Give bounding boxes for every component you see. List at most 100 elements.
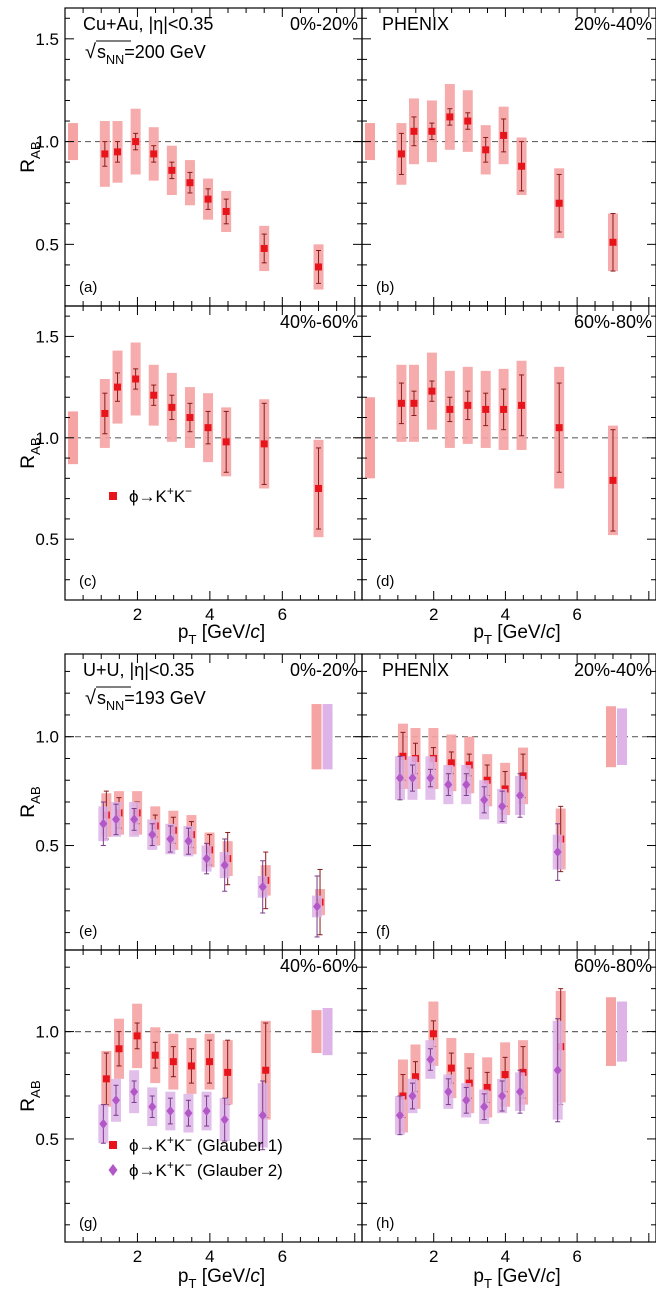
data-point-square (186, 414, 194, 422)
panel-label: (h) (376, 1215, 394, 1232)
collision-energy-label: sNN=193 GeV (97, 688, 206, 713)
centrality-label: 60%-80% (574, 956, 652, 976)
data-point-diamond (498, 1091, 507, 1101)
data-point-square (260, 244, 268, 252)
x-tick-label: 2 (429, 1247, 438, 1266)
data-point-square (501, 1071, 509, 1079)
data-point-square (168, 403, 176, 411)
data-point-square (609, 476, 617, 484)
data-point-square (224, 1068, 232, 1076)
data-point-diamond (258, 881, 267, 892)
panel-label: (b) (376, 279, 394, 296)
data-point-square (397, 150, 405, 158)
data-point-square (101, 409, 109, 417)
data-point-square (500, 405, 508, 413)
x-tick-label: 6 (278, 1247, 287, 1266)
data-point-square (132, 138, 140, 146)
data-point-square (151, 1051, 159, 1059)
data-point-diamond (130, 814, 139, 825)
panel-label: (a) (79, 279, 97, 296)
y-tick-label: 0.5 (35, 235, 59, 254)
y-tick-label: 1.0 (35, 728, 59, 747)
data-point-diamond (220, 1114, 229, 1125)
data-point-diamond (516, 1086, 525, 1097)
collision-energy-label: sNN=200 GeV (97, 42, 206, 67)
panel-label: (c) (79, 573, 97, 590)
data-point-diamond (444, 779, 453, 790)
data-point-square (132, 375, 140, 383)
data-point-square (410, 399, 418, 407)
data-point-diamond (516, 790, 525, 801)
panel-g: 0.5 1.0 RAB 2 4 6 pT [GeV/c] 40%-60% (g) ϕ→K+K− (… (18, 949, 363, 1291)
x-axis-label: pT [GeV/c] (178, 1266, 265, 1291)
data-point-square (482, 405, 490, 413)
data-point-diamond (426, 1054, 435, 1065)
centrality-label: 0%-20% (290, 660, 358, 680)
data-point-square (262, 1066, 270, 1074)
data-point-diamond (202, 1106, 211, 1117)
data-point-square (397, 399, 405, 407)
x-tick-label: 4 (501, 1247, 510, 1266)
data-point-square (518, 401, 526, 409)
y-tick-label: 1.0 (35, 133, 59, 152)
x-tick-label: 4 (205, 605, 214, 624)
data-point-diamond (553, 1065, 562, 1076)
data-point-diamond (444, 1086, 453, 1097)
data-point-square (447, 759, 455, 767)
legend-label: ϕ→K+K− (129, 484, 192, 506)
centrality-label: 60%-80% (574, 312, 652, 332)
data-point-square (500, 131, 508, 139)
data-point-square (555, 199, 563, 207)
data-point-square (429, 1030, 437, 1038)
data-point-diamond (408, 773, 417, 784)
data-point-diamond (99, 818, 108, 829)
panel-frame (361, 305, 656, 601)
centrality-label: 20%-40% (574, 14, 652, 34)
y-tick-label: 1.5 (35, 327, 59, 346)
data-point-square (169, 1058, 177, 1066)
data-point-square (518, 162, 526, 170)
panel-label: (f) (376, 923, 390, 940)
data-point-square (399, 752, 407, 760)
global-uncertainty-box (616, 1001, 627, 1062)
panel-a: 0.5 1.0 1.5 RAB 0%-20% (a) Cu+Au, |η|<0.35 √ sNN… (18, 7, 363, 307)
global-uncertainty-box (311, 704, 322, 770)
data-point-square (483, 1083, 491, 1091)
y-tick-label: 0.5 (35, 530, 59, 549)
data-point-square (609, 238, 617, 246)
data-point-square (555, 424, 563, 432)
data-point-square (115, 1045, 123, 1053)
sqrt-symbol: √ (85, 41, 96, 63)
data-point-diamond (395, 773, 404, 784)
data-point-diamond (148, 1101, 157, 1112)
data-point-diamond (112, 1095, 121, 1106)
x-tick-label: 6 (278, 605, 287, 624)
data-point-diamond (462, 1095, 471, 1106)
collision-system-label: Cu+Au, |η|<0.35 (83, 14, 213, 34)
data-point-square (204, 424, 212, 432)
data-point-diamond (258, 1110, 267, 1121)
y-tick-label: 1.5 (35, 30, 59, 49)
x-tick-label: 6 (572, 1247, 581, 1266)
data-point-square (482, 146, 490, 154)
data-point-diamond (99, 1118, 108, 1129)
data-point-diamond (166, 834, 175, 844)
data-point-square (222, 438, 230, 446)
legend-marker-diamond (108, 1164, 118, 1176)
data-point-square (150, 150, 158, 158)
sqrt-symbol: √ (85, 687, 96, 709)
panel-e: 0.5 1.0 RAB 0%-20% (e) U+U, |η|<0.35 √ sNN=193 … (18, 653, 363, 951)
data-point-diamond (166, 1106, 175, 1117)
data-point-square (464, 401, 472, 409)
data-point-diamond (426, 773, 435, 784)
data-point-diamond (220, 860, 229, 871)
y-axis-label: RAB (18, 141, 43, 173)
legend-label: ϕ→K+K− (Glauber 2) (129, 1158, 283, 1180)
x-tick-label: 2 (133, 1247, 142, 1266)
panel-label: (e) (79, 923, 97, 940)
data-point-square (447, 1064, 455, 1072)
y-tick-label: 1.0 (35, 429, 59, 448)
data-point-diamond (480, 794, 489, 805)
data-point-diamond (462, 779, 471, 790)
